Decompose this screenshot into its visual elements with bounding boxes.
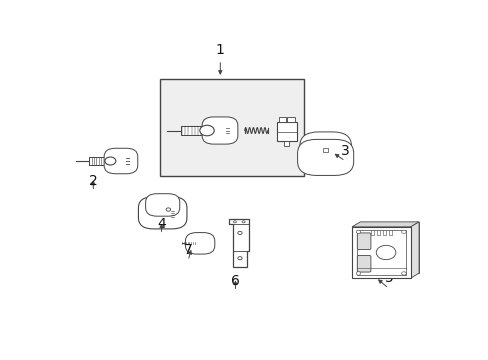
FancyBboxPatch shape bbox=[185, 233, 214, 254]
Circle shape bbox=[355, 272, 360, 275]
Text: 5: 5 bbox=[384, 271, 392, 285]
Polygon shape bbox=[351, 222, 418, 227]
Text: 6: 6 bbox=[230, 274, 240, 288]
Circle shape bbox=[233, 221, 236, 223]
Bar bbox=[376, 230, 379, 235]
Circle shape bbox=[242, 221, 244, 223]
Bar bbox=[287, 117, 294, 122]
Bar bbox=[351, 227, 410, 278]
Circle shape bbox=[401, 272, 406, 275]
Text: 1: 1 bbox=[215, 42, 224, 57]
Bar bbox=[181, 126, 203, 135]
FancyBboxPatch shape bbox=[297, 139, 353, 175]
Circle shape bbox=[237, 257, 242, 260]
Circle shape bbox=[375, 245, 395, 260]
FancyBboxPatch shape bbox=[357, 256, 370, 272]
Bar bbox=[370, 230, 373, 235]
Bar bbox=[276, 122, 296, 141]
Text: 4: 4 bbox=[157, 217, 165, 231]
FancyBboxPatch shape bbox=[202, 117, 237, 144]
FancyBboxPatch shape bbox=[357, 233, 370, 249]
Bar bbox=[159, 79, 303, 176]
FancyBboxPatch shape bbox=[104, 148, 138, 174]
Text: 2: 2 bbox=[89, 174, 98, 188]
Text: 3: 3 bbox=[340, 144, 349, 158]
Circle shape bbox=[200, 125, 214, 136]
Circle shape bbox=[355, 230, 360, 234]
Circle shape bbox=[237, 231, 242, 234]
Bar bbox=[278, 117, 285, 122]
FancyBboxPatch shape bbox=[145, 194, 180, 216]
Bar bbox=[382, 230, 385, 235]
FancyBboxPatch shape bbox=[138, 197, 186, 229]
Bar bbox=[360, 222, 418, 273]
Bar bbox=[322, 148, 328, 152]
Circle shape bbox=[166, 208, 170, 211]
Text: 7: 7 bbox=[183, 243, 192, 257]
Bar bbox=[388, 230, 391, 235]
Bar bbox=[88, 157, 105, 165]
Bar bbox=[283, 141, 289, 146]
Polygon shape bbox=[410, 222, 418, 278]
Polygon shape bbox=[229, 219, 249, 267]
FancyBboxPatch shape bbox=[299, 132, 351, 167]
Circle shape bbox=[105, 157, 116, 165]
Circle shape bbox=[401, 230, 406, 234]
Bar bbox=[356, 230, 406, 275]
